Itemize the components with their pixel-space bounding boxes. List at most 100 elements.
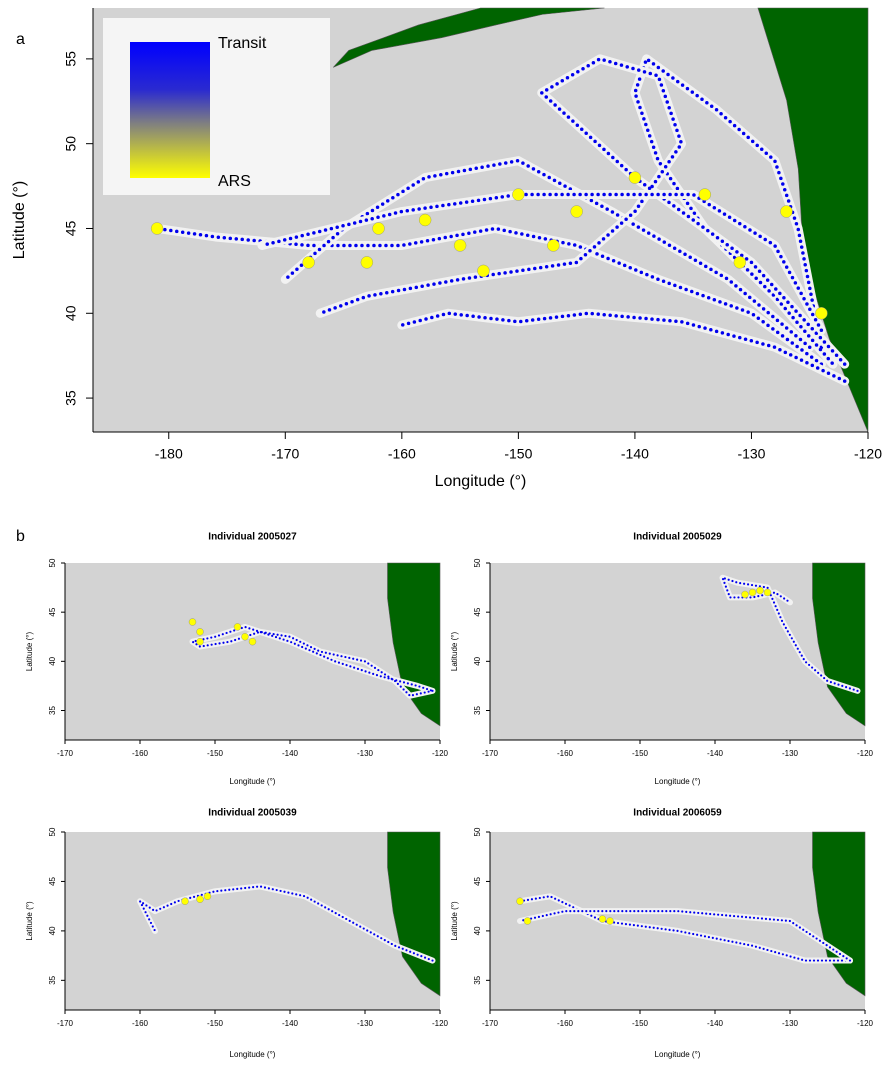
x-tick-label: -150 [504, 446, 532, 462]
y-tick-label: 45 [63, 220, 79, 236]
x-axis-label: Longitude (°) [655, 1050, 701, 1059]
ars-point [628, 171, 642, 184]
x-tick-label: -160 [388, 446, 416, 462]
y-tick-label: 40 [63, 305, 79, 321]
x-axis-label: Longitude (°) [435, 473, 527, 490]
ars-point [698, 188, 712, 201]
track [260, 192, 824, 332]
ars-point [606, 917, 614, 925]
panel-title: Individual 2005039 [208, 808, 297, 819]
x-axis-label: Longitude (°) [655, 777, 701, 786]
land [812, 562, 866, 727]
ars-point [360, 256, 374, 269]
panel-title: Individual 2005029 [633, 532, 722, 543]
x-tick-label: -120 [857, 1019, 874, 1028]
ocean [490, 563, 865, 740]
ars-point [815, 307, 828, 320]
ocean [490, 832, 865, 1010]
track [518, 910, 852, 962]
x-tick-label: -170 [482, 1019, 499, 1028]
x-tick-label: -140 [707, 749, 724, 758]
ars-point [547, 239, 560, 252]
y-tick-label: 45 [48, 607, 57, 616]
y-tick-label: 45 [473, 876, 482, 885]
ars-point [523, 917, 532, 925]
land [387, 831, 441, 997]
panel-label: a [16, 31, 25, 48]
x-tick-label: -160 [557, 1019, 574, 1028]
x-tick-label: -170 [482, 749, 499, 758]
x-tick-label: -150 [632, 1019, 649, 1028]
land [387, 562, 441, 727]
ars-point [248, 637, 257, 646]
x-tick-label: -160 [132, 749, 149, 758]
y-tick-label: 45 [473, 607, 482, 616]
y-axis-label: Latitude (°) [11, 181, 28, 259]
x-tick-label: -170 [57, 749, 74, 758]
y-tick-label: 55 [63, 51, 79, 67]
x-tick-label: -140 [282, 749, 299, 758]
track [400, 311, 847, 383]
x-axis-label: Longitude (°) [230, 777, 276, 786]
legend-label: Transit [218, 35, 267, 52]
x-axis-label: Longitude (°) [230, 1050, 276, 1059]
x-tick-label: -130 [357, 1019, 374, 1028]
ars-point [748, 588, 757, 597]
y-tick-label: 50 [48, 558, 57, 567]
ars-point [196, 628, 204, 636]
y-tick-label: 35 [473, 706, 482, 715]
x-tick-label: -120 [432, 749, 449, 758]
ars-point [741, 590, 749, 599]
x-tick-label: -130 [782, 749, 799, 758]
panel-title: Individual 2005027 [208, 532, 297, 543]
ars-point [763, 588, 772, 597]
x-tick-label: -150 [207, 749, 224, 758]
ars-point [203, 892, 212, 900]
y-tick-label: 40 [48, 926, 57, 935]
y-tick-label: 35 [48, 706, 57, 715]
y-tick-label: 50 [63, 136, 79, 152]
x-tick-label: -160 [132, 1019, 149, 1028]
ars-point [598, 915, 607, 923]
ars-point [302, 256, 315, 269]
x-tick-label: -140 [282, 1019, 299, 1028]
track [137, 885, 434, 962]
ars-point [477, 264, 490, 278]
x-tick-label: -130 [357, 749, 374, 758]
y-tick-label: 35 [48, 975, 57, 984]
y-tick-label: 35 [63, 390, 79, 406]
ars-point [150, 222, 164, 235]
y-axis-label: Latitude (°) [25, 632, 34, 672]
colorbar [130, 42, 210, 178]
track [155, 226, 824, 366]
y-tick-label: 45 [48, 876, 57, 885]
x-tick-label: -120 [432, 1019, 449, 1028]
x-tick-label: -150 [632, 749, 649, 758]
x-tick-label: -120 [857, 749, 874, 758]
ars-point [233, 623, 242, 631]
panel-title: Individual 2006059 [633, 808, 722, 819]
ars-point [780, 205, 793, 218]
y-tick-label: 40 [48, 656, 57, 665]
ars-point [372, 222, 385, 235]
track [720, 575, 859, 692]
x-tick-label: -120 [854, 446, 882, 462]
panel-label: b [16, 528, 25, 545]
x-tick-label: -170 [57, 1019, 74, 1028]
ars-point [181, 897, 189, 905]
land [333, 7, 605, 68]
ars-point [196, 895, 204, 903]
ars-point [418, 213, 432, 227]
land [812, 831, 866, 997]
ars-point [570, 205, 583, 218]
ars-point [756, 586, 764, 595]
y-axis-label: Latitude (°) [450, 901, 459, 941]
x-tick-label: -140 [621, 446, 649, 462]
x-tick-label: -130 [782, 1019, 799, 1028]
y-tick-label: 50 [473, 827, 482, 836]
y-axis-label: Latitude (°) [25, 901, 34, 941]
ars-point [512, 188, 525, 201]
y-axis-label: Latitude (°) [450, 632, 459, 672]
ocean [65, 563, 440, 740]
